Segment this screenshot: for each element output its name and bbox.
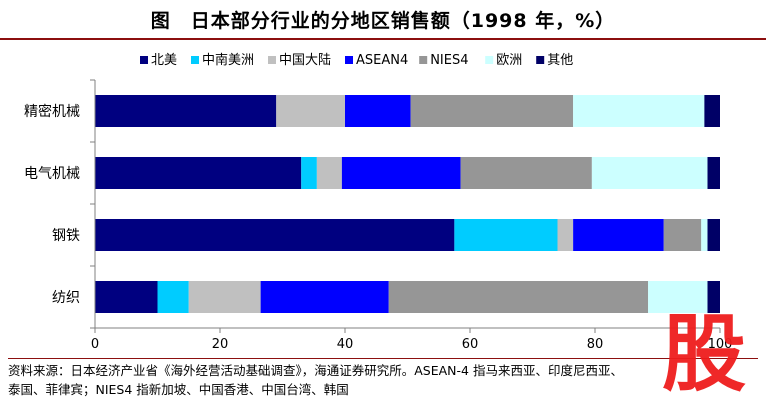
bar-1-5 (591, 157, 708, 189)
legend-label-4: NIES4 (430, 53, 468, 68)
legend-swatch-3 (345, 56, 353, 64)
bar-2-6 (707, 219, 720, 251)
legend-label-2: 中国大陆 (279, 52, 331, 68)
bar-1-2 (316, 157, 342, 189)
bar-3-6 (707, 281, 720, 313)
legend-swatch-2 (268, 56, 276, 64)
bar-2-3 (573, 219, 664, 251)
legend-label-0: 北美 (151, 53, 177, 68)
bar-3-5 (648, 281, 708, 313)
legend-swatch-5 (485, 56, 494, 64)
legend-swatch-0 (140, 56, 148, 64)
x-tick-label-2: 40 (337, 337, 354, 352)
bar-2-2 (557, 219, 574, 251)
bar-1-6 (707, 157, 720, 189)
x-tick-label-4: 80 (587, 337, 604, 352)
bar-0-3 (345, 95, 411, 127)
category-label-2: 钢铁 (52, 228, 80, 244)
bar-1-4 (460, 157, 592, 189)
x-tick-label-3: 60 (462, 337, 479, 352)
bar-1-3 (341, 157, 461, 189)
footnote-line-2: 泰国、菲律宾；NIES4 指新加坡、中国香港、中国台湾、韩国 (8, 382, 349, 397)
bar-3-4 (388, 281, 649, 313)
bar-2-4 (663, 219, 702, 251)
bar-3-3 (260, 281, 389, 313)
legend-label-3: ASEAN4 (356, 53, 408, 68)
category-label-3: 纺织 (52, 290, 80, 306)
legend-swatch-1 (191, 56, 199, 64)
bar-2-5 (701, 219, 708, 251)
bar-0-5 (573, 95, 705, 127)
category-label-1: 电气机械 (24, 166, 80, 182)
bar-0-6 (704, 95, 720, 127)
footnote-line-1: 资料来源：日本经济产业省《海外经营活动基础调查》，海通证券研究所。ASEAN-4… (8, 363, 623, 378)
bar-1-1 (301, 157, 317, 189)
svg-text:股: 股 (662, 305, 746, 395)
bar-0-2 (276, 95, 345, 127)
chart-title: 图 日本部分行业的分地区销售额（1998 年，%） (150, 9, 616, 32)
bar-0-0 (95, 95, 277, 127)
legend-label-1: 中南美洲 (202, 52, 254, 68)
bar-3-1 (157, 281, 189, 313)
bar-0-4 (410, 95, 574, 127)
legend-swatch-6 (536, 56, 545, 64)
legend-label-6: 其他 (547, 53, 573, 68)
footnote: 资料来源：日本经济产业省《海外经营活动基础调查》，海通证券研究所。ASEAN-4… (8, 358, 758, 399)
title-bar: 图 日本部分行业的分地区销售额（1998 年，%） (0, 0, 766, 40)
bar-2-0 (95, 219, 455, 251)
x-tick-label-1: 20 (212, 337, 229, 352)
bar-3-0 (95, 281, 158, 313)
category-label-0: 精密机械 (24, 103, 80, 120)
legend-swatch-4 (419, 56, 428, 64)
x-tick-label-5: 100 (708, 337, 733, 352)
legend-label-5: 欧洲 (496, 53, 522, 68)
bar-2-1 (454, 219, 558, 251)
bar-3-2 (188, 281, 261, 313)
x-tick-label-0: 0 (91, 337, 99, 352)
watermark-stamp-icon: 股 (662, 305, 746, 395)
bar-1-0 (95, 157, 302, 189)
